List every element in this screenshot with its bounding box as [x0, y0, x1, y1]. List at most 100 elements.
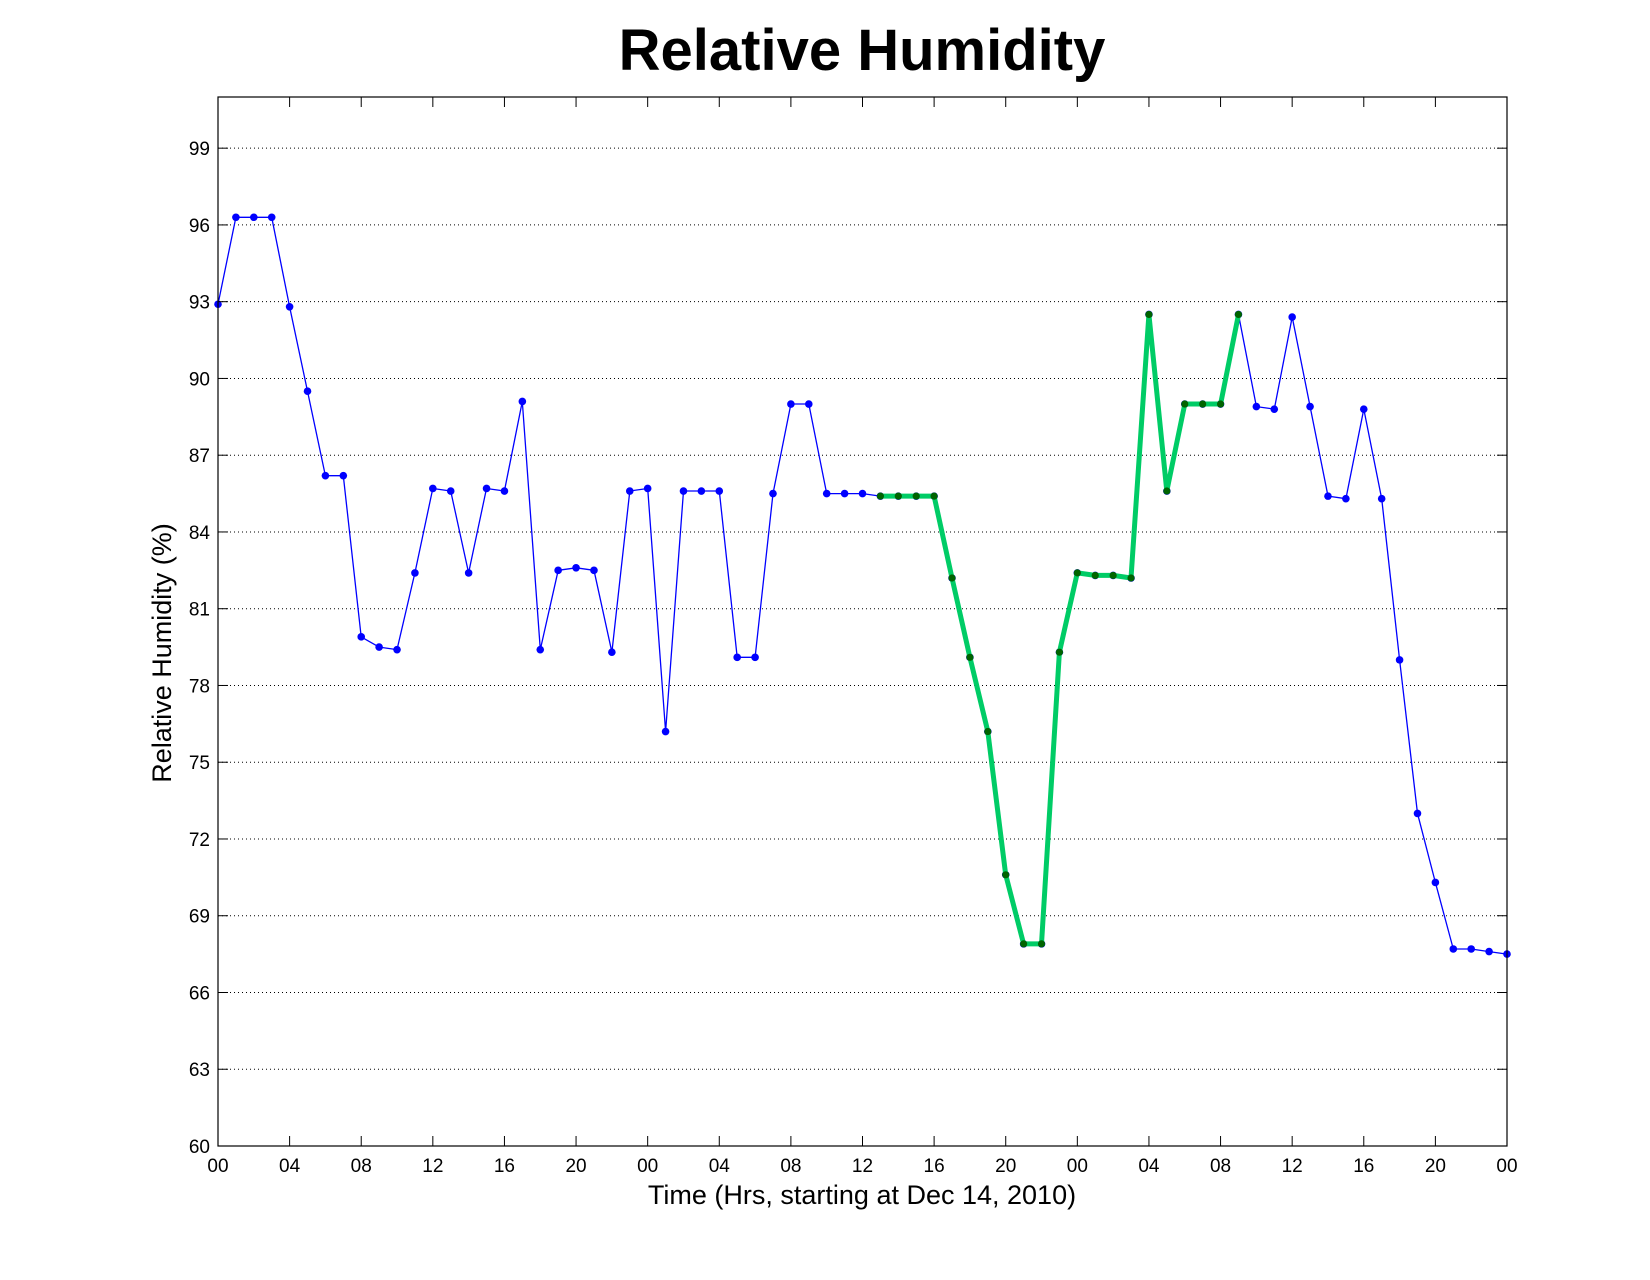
data-point: [303, 387, 312, 396]
data-point: [375, 643, 383, 651]
data-point: [643, 484, 652, 493]
data-point: [393, 645, 401, 654]
data-point: [500, 487, 509, 495]
x-axis-label: Time (Hrs, starting at Dec 14, 2010): [648, 1180, 1076, 1210]
data-point: [1127, 574, 1135, 582]
data-point: [1431, 878, 1440, 887]
data-point: [787, 400, 795, 408]
data-point: [1342, 494, 1350, 503]
data-point: [1216, 400, 1225, 408]
y-tick-label: 90: [189, 369, 210, 390]
y-tick-label: 60: [189, 1137, 210, 1158]
y-tick-label: 63: [189, 1060, 210, 1081]
data-point: [572, 563, 580, 572]
y-tick-label: 87: [189, 446, 210, 467]
data-point: [1109, 571, 1117, 580]
data-point: [1073, 569, 1081, 577]
data-point: [948, 574, 956, 582]
data-point: [661, 727, 670, 736]
x-tick-label: 16: [924, 1156, 945, 1177]
data-point: [1163, 487, 1171, 495]
data-point: [625, 487, 634, 495]
y-tick-label: 84: [189, 523, 211, 544]
data-point: [930, 492, 938, 500]
data-point: [1145, 310, 1153, 319]
data-point: [1002, 871, 1010, 879]
data-point: [411, 569, 419, 577]
y-tick-label: 72: [189, 830, 210, 851]
data-point: [1467, 945, 1475, 953]
data-point: [1324, 492, 1332, 500]
x-tick-label: 20: [995, 1156, 1016, 1177]
data-point: [1288, 313, 1296, 321]
data-point: [1306, 402, 1314, 411]
data-point: [232, 213, 240, 222]
x-tick-label: 04: [709, 1156, 731, 1177]
data-point: [1055, 648, 1064, 656]
data-point: [321, 471, 330, 480]
y-tick-label: 75: [189, 753, 210, 774]
chart-title: Relative Humidity: [619, 18, 1106, 83]
plot-frame: [217, 96, 1508, 1147]
x-tick-label: 00: [207, 1156, 228, 1177]
data-point: [1181, 400, 1189, 408]
data-point: [1359, 405, 1368, 413]
data-point: [1270, 405, 1279, 413]
data-point: [769, 489, 777, 498]
data-point: [1091, 571, 1099, 580]
x-tick-label: 16: [1353, 1156, 1374, 1177]
y-tick-label: 78: [189, 676, 210, 697]
data-point: [876, 492, 885, 500]
data-point: [1377, 494, 1386, 503]
data-point: [429, 484, 437, 493]
x-tick-label: 04: [1138, 1156, 1160, 1177]
y-tick-label: 93: [189, 293, 210, 314]
y-tick-label: 66: [189, 983, 210, 1004]
x-tick-label: 12: [422, 1156, 443, 1177]
y-tick-label: 69: [189, 907, 210, 928]
data-point: [1395, 656, 1404, 664]
series-1: [876, 310, 1243, 948]
data-point: [250, 213, 258, 222]
data-point: [357, 633, 366, 641]
data-point: [554, 566, 562, 575]
x-tick-label: 12: [852, 1156, 873, 1177]
data-point: [608, 648, 616, 657]
x-tick-label: 00: [1067, 1156, 1088, 1177]
data-point: [966, 653, 974, 661]
data-point: [267, 213, 276, 222]
data-point: [1449, 945, 1458, 953]
y-tick-label: 99: [189, 139, 210, 160]
data-point: [984, 727, 992, 736]
gridlines: [218, 147, 1507, 1070]
data-point: [858, 489, 867, 498]
y-axis-label: Relative Humidity (%): [147, 523, 177, 783]
x-tick-label: 08: [780, 1156, 801, 1177]
data-point: [894, 492, 902, 500]
x-tick-label: 08: [1210, 1156, 1231, 1177]
data-point: [1199, 400, 1207, 408]
tick-labels: 60 63 66 69 72 75 78 81 84 87 90 93 96 99 00 04 08 12 16 20…: [189, 139, 1518, 1177]
data-point: [1234, 310, 1243, 319]
x-tick-label: 08: [351, 1156, 372, 1177]
data-point: [464, 569, 473, 577]
x-tick-label: 16: [494, 1156, 515, 1177]
data-point: [840, 489, 849, 498]
y-tick-label: 96: [189, 216, 210, 237]
x-tick-label: 20: [1425, 1156, 1446, 1177]
series-layer: [214, 213, 1511, 958]
data-point: [536, 645, 545, 654]
data-point: [822, 489, 831, 498]
x-tick-label: 12: [1282, 1156, 1303, 1177]
series-0: [214, 213, 1511, 958]
data-point: [751, 653, 759, 662]
data-point: [679, 487, 688, 495]
data-point: [1037, 940, 1046, 948]
data-point: [912, 492, 920, 500]
data-point: [1020, 940, 1028, 948]
x-tick-label: 00: [637, 1156, 658, 1177]
data-point: [697, 487, 706, 495]
data-point: [733, 653, 741, 662]
